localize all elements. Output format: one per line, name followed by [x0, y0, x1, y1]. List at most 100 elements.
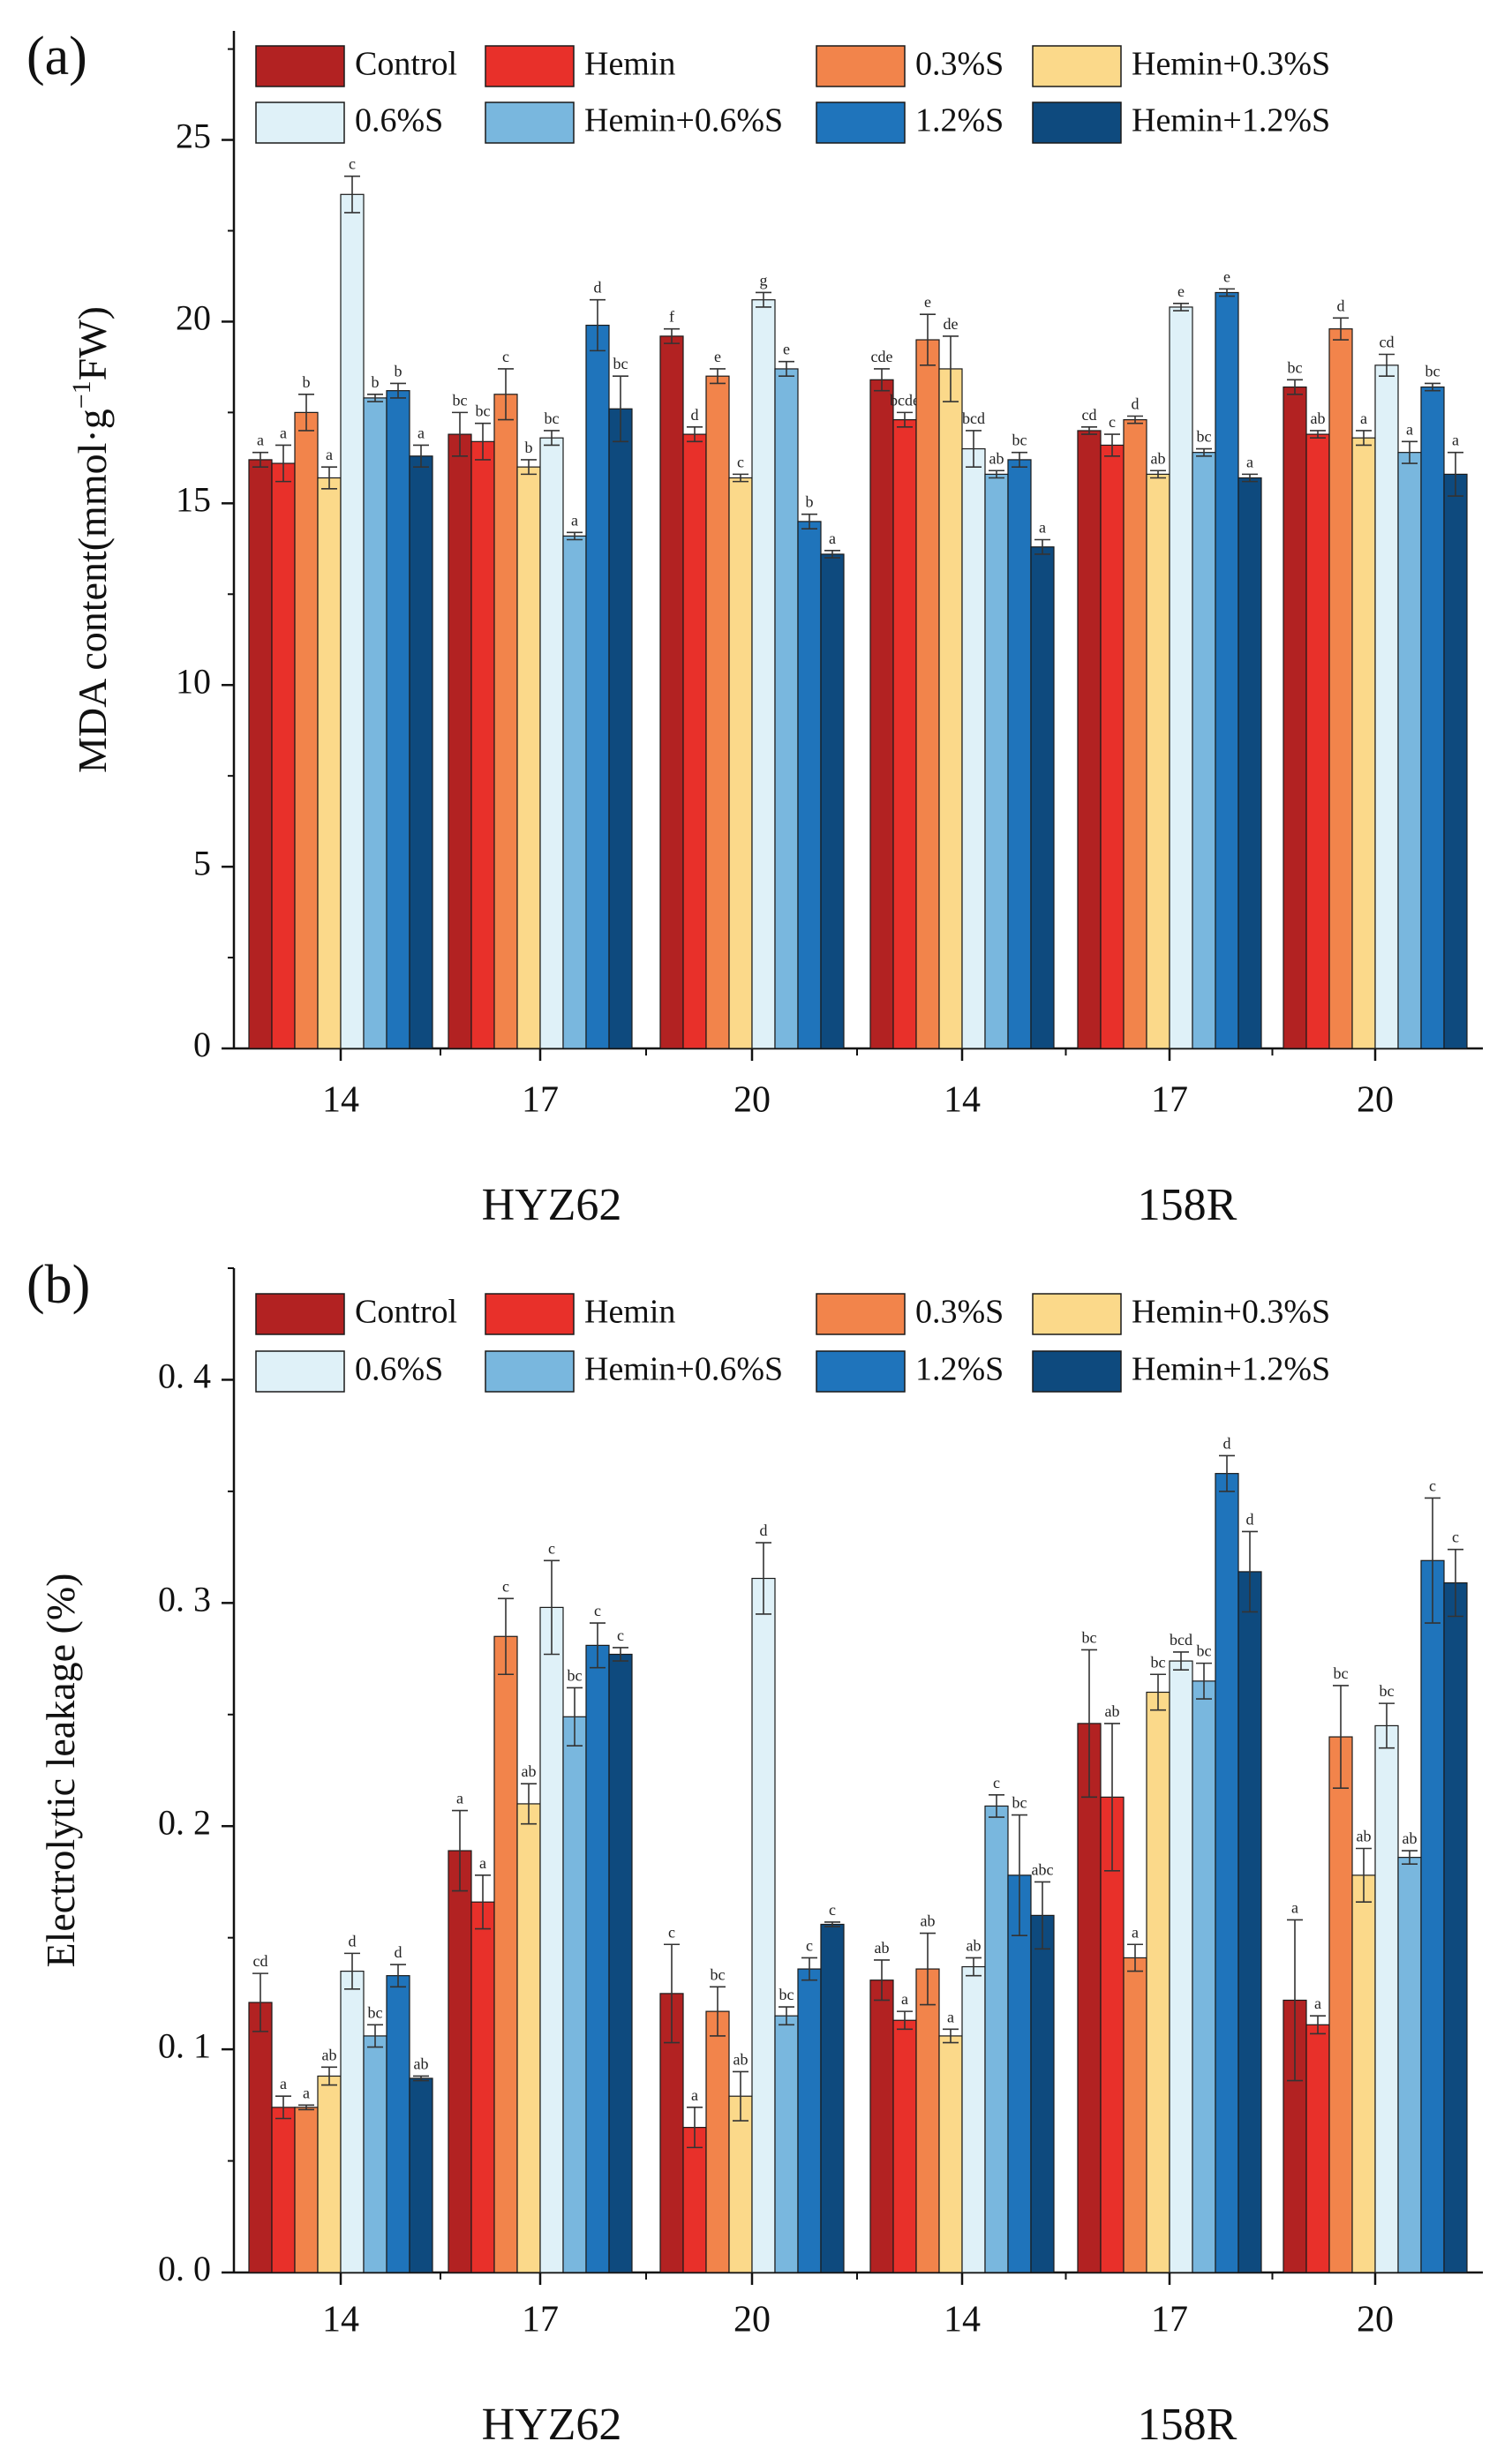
significance-letter: c [1452, 1529, 1459, 1546]
legend-swatch [255, 101, 345, 144]
x-tick-label: 14 [322, 2300, 359, 2340]
significance-letter: a [417, 424, 425, 441]
significance-letter: c [349, 155, 356, 173]
bar [271, 2107, 296, 2273]
legend-label: 0.6%S [355, 1351, 443, 1388]
y-tick-label: 0. 1 [158, 2025, 211, 2065]
legend-swatch [255, 1293, 345, 1335]
significance-letter: ab [414, 2055, 429, 2072]
significance-letter: bc [1082, 1628, 1097, 1646]
bar [797, 521, 822, 1049]
significance-letter: a [326, 446, 333, 463]
significance-letter: b [303, 373, 311, 391]
legend-label: Hemin [584, 46, 675, 83]
x-tick-label: 17 [1151, 1080, 1188, 1121]
legend-swatch [485, 1350, 575, 1393]
significance-letter: ab [921, 1912, 936, 1930]
significance-letter: b [525, 439, 533, 456]
significance-letter: c [668, 1923, 675, 1941]
significance-letter: bcde [890, 391, 920, 409]
bar [728, 477, 753, 1049]
bar [294, 411, 319, 1049]
significance-letter: a [1291, 1898, 1298, 1916]
bar [1077, 430, 1102, 1049]
significance-letter: bc [568, 1666, 583, 1684]
panel-label: (a) [26, 26, 87, 86]
bar [386, 390, 410, 1049]
significance-letter: bc [1425, 362, 1441, 379]
significance-letter: d [1246, 1510, 1254, 1528]
bar [1374, 364, 1399, 1049]
significance-letter: cde [871, 348, 893, 365]
significance-letter: cd [1380, 333, 1395, 350]
bar [608, 1653, 633, 2273]
bar [363, 2035, 387, 2273]
legend-swatch [255, 45, 345, 87]
x-tick-label: 14 [944, 1080, 981, 1121]
bar [1237, 477, 1262, 1049]
bar [1192, 452, 1216, 1049]
panel-b: (b) 0. 0 0. 1 0. 2 0. 3 0. 4 Electrolytic leak… [26, 1255, 1483, 2450]
bar [820, 553, 845, 1049]
x-tick-label: 17 [522, 2300, 559, 2340]
bar [386, 1975, 410, 2273]
significance-letter: ab [989, 449, 1004, 467]
bar [409, 2077, 433, 2273]
x-tick-label: 20 [1357, 2300, 1394, 2340]
bar [1397, 452, 1422, 1049]
significance-letter: a [456, 1790, 463, 1807]
group-label: HYZ62 [482, 1180, 622, 1230]
significance-letter: a [280, 424, 287, 441]
bar [1215, 1473, 1239, 2273]
bar [1305, 2024, 1330, 2273]
significance-letter: e [714, 348, 721, 365]
bar [1123, 1957, 1147, 2273]
significance-letter: c [548, 1539, 555, 1557]
significance-letter: e [783, 341, 790, 358]
significance-letter: bc [613, 355, 628, 372]
bar [1169, 1660, 1193, 2273]
bar [984, 1805, 1009, 2273]
significance-letter: c [594, 1602, 601, 1619]
y-tick-label: 5 [193, 843, 211, 883]
significance-letter: ab [967, 1936, 982, 1954]
bar [448, 433, 472, 1049]
y-tick-label: 0. 2 [158, 1802, 211, 1842]
bar [797, 1968, 822, 2273]
x-tick-label: 20 [1357, 1080, 1394, 1121]
bar [409, 455, 433, 1049]
significance-letter: cd [253, 1952, 268, 1970]
significance-letter: bc [1334, 1664, 1349, 1682]
significance-letter: a [257, 432, 264, 449]
bar [705, 2010, 730, 2273]
bar [938, 368, 963, 1049]
bar [820, 1923, 845, 2273]
legend-swatch [1032, 1350, 1122, 1393]
bar [1192, 1680, 1216, 2273]
bar [539, 1606, 564, 2273]
significance-letter: ab [1151, 449, 1166, 467]
legend-swatch [1032, 101, 1122, 144]
significance-letter: d [760, 1521, 768, 1539]
bar [1007, 459, 1032, 1049]
bar [317, 477, 342, 1049]
bar [728, 2095, 753, 2273]
legend-label: Hemin [584, 1294, 675, 1331]
legend-label: 1.2%S [915, 102, 1004, 139]
significance-letter: e [924, 293, 931, 311]
legend-swatch [1032, 45, 1122, 87]
y-axis-label: Electrolytic leakage (%) [38, 1574, 83, 1968]
significance-letter: b [372, 373, 380, 391]
bar [751, 299, 776, 1049]
y-tick-label: 0. 0 [158, 2249, 211, 2288]
bar [562, 1716, 587, 2273]
significance-letter: a [1406, 420, 1413, 438]
group-label: 158R [1138, 2400, 1237, 2450]
bar [1123, 419, 1147, 1049]
significance-letter: a [1039, 519, 1046, 537]
bar [1420, 386, 1445, 1049]
bar [915, 1968, 940, 2273]
significance-letter: bc [1288, 358, 1303, 376]
bar [516, 1803, 541, 2273]
bar [961, 447, 986, 1049]
